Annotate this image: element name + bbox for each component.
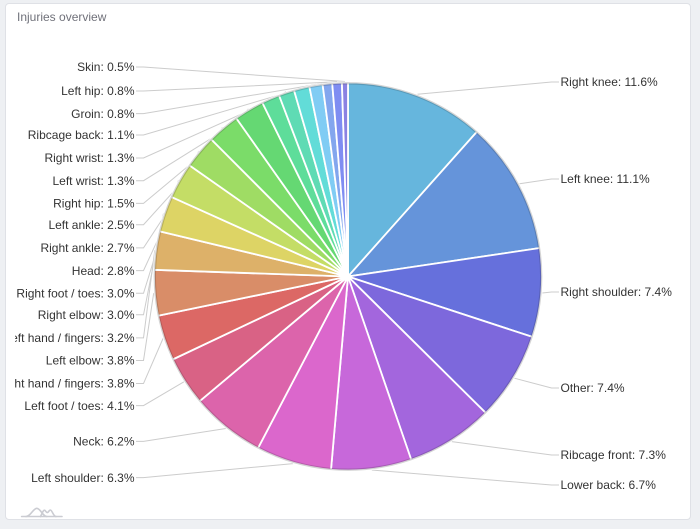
svg-text:Left elbow: 3.8%: Left elbow: 3.8% [46, 354, 135, 368]
svg-text:Left hand / fingers: 3.2%: Left hand / fingers: 3.2% [15, 331, 135, 345]
svg-text:Head: 2.8%: Head: 2.8% [72, 264, 135, 278]
svg-text:Right ankle: 2.7%: Right ankle: 2.7% [40, 241, 134, 255]
svg-text:Right hand / fingers: 3.8%: Right hand / fingers: 3.8% [15, 377, 135, 391]
svg-text:Right elbow: 3.0%: Right elbow: 3.0% [38, 308, 135, 322]
svg-text:Right shoulder: 7.4%: Right shoulder: 7.4% [561, 285, 673, 299]
svg-text:Left shoulder: 6.3%: Left shoulder: 6.3% [31, 471, 135, 485]
svg-text:Right wrist: 1.3%: Right wrist: 1.3% [44, 151, 134, 165]
svg-text:Left knee: 11.1%: Left knee: 11.1% [561, 172, 651, 186]
svg-text:Skin: 0.5%: Skin: 0.5% [77, 60, 135, 74]
svg-text:Left ankle: 2.5%: Left ankle: 2.5% [48, 218, 134, 232]
svg-text:Lower back: 6.7%: Lower back: 6.7% [561, 478, 657, 492]
svg-text:Right foot / toes: 3.0%: Right foot / toes: 3.0% [16, 287, 134, 301]
svg-text:Groin: 0.8%: Groin: 0.8% [71, 107, 135, 121]
svg-text:Other: 7.4%: Other: 7.4% [561, 381, 625, 395]
svg-text:Neck: 6.2%: Neck: 6.2% [73, 435, 135, 449]
svg-text:Right knee: 11.6%: Right knee: 11.6% [561, 75, 659, 89]
svg-text:Left wrist: 1.3%: Left wrist: 1.3% [52, 174, 134, 188]
svg-text:Right hip: 1.5%: Right hip: 1.5% [53, 197, 135, 211]
svg-text:Left foot / toes: 4.1%: Left foot / toes: 4.1% [24, 399, 134, 413]
svg-text:Ribcage back: 1.1%: Ribcage back: 1.1% [28, 128, 135, 142]
svg-text:Ribcage front: 7.3%: Ribcage front: 7.3% [561, 448, 667, 462]
svg-text:Left hip: 0.8%: Left hip: 0.8% [61, 84, 135, 98]
